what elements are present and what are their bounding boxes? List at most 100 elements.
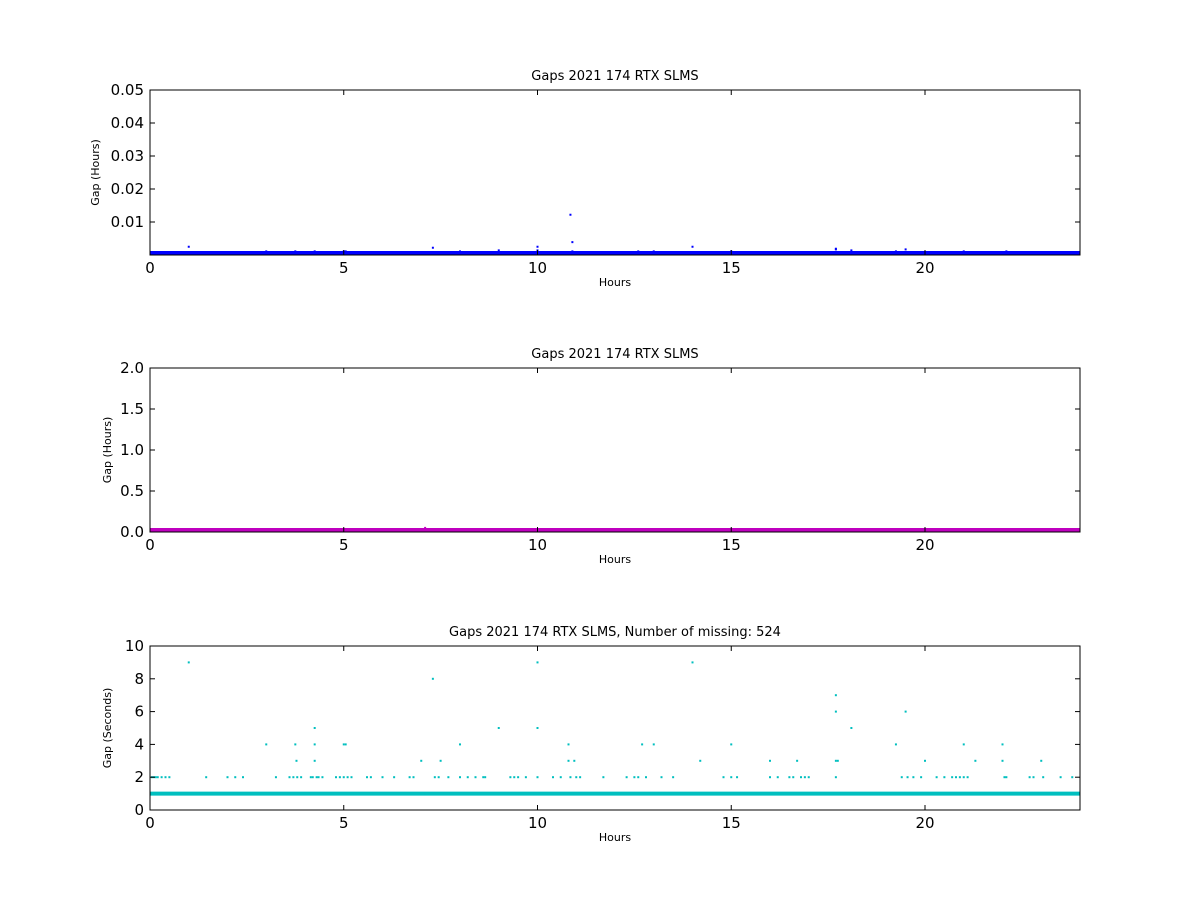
data-point	[1040, 759, 1043, 762]
data-point	[637, 776, 640, 779]
data-point	[962, 743, 965, 746]
data-point	[242, 776, 244, 779]
data-point	[393, 776, 396, 779]
x-axis-label: Hours	[599, 831, 631, 844]
data-point	[958, 776, 961, 779]
data-point	[691, 661, 694, 664]
data-point	[575, 251, 578, 254]
data-point	[894, 250, 897, 253]
data-point	[788, 776, 791, 779]
y-axis-label: Gap (Seconds)	[101, 688, 114, 769]
data-point	[187, 661, 190, 664]
data-point	[420, 251, 423, 254]
data-point	[459, 743, 461, 746]
data-point	[226, 776, 229, 779]
axes-frame	[149, 367, 1081, 533]
data-point	[924, 759, 926, 762]
data-point	[321, 776, 324, 779]
data-point	[447, 776, 450, 779]
data-point	[672, 776, 675, 779]
data-point	[344, 250, 347, 253]
data-point	[459, 776, 461, 779]
data-point	[834, 248, 837, 251]
axes-frame	[149, 89, 1081, 256]
x-axis-label: Hours	[599, 276, 631, 289]
data-point	[637, 250, 640, 253]
data-point	[962, 250, 965, 253]
data-point	[776, 776, 779, 779]
data-point	[769, 776, 771, 779]
data-point	[1032, 776, 1035, 779]
y-tick-label: 4	[134, 735, 144, 753]
data-point	[569, 776, 572, 779]
data-point	[796, 759, 799, 762]
data-point	[168, 776, 171, 779]
x-tick-label: 10	[528, 259, 547, 277]
axes-frame	[149, 645, 1081, 811]
data-point	[513, 776, 516, 779]
data-point	[292, 776, 295, 779]
data-point	[900, 776, 903, 779]
y-tick-label: 0	[134, 801, 144, 819]
data-point	[154, 776, 157, 779]
data-point	[894, 743, 897, 746]
data-point	[294, 250, 297, 253]
data-point	[567, 743, 570, 746]
data-point	[699, 759, 702, 762]
data-point	[296, 776, 299, 779]
data-point	[962, 776, 965, 779]
data-point	[497, 249, 500, 252]
y-tick-label: 0.0	[120, 523, 144, 541]
data-point	[342, 743, 345, 746]
data-point	[834, 710, 837, 713]
data-point	[836, 759, 839, 762]
data-point	[904, 710, 907, 713]
chart-panel-3: Gaps 2021 174 RTX SLMS, Number of missin…	[101, 625, 1081, 844]
data-point	[974, 759, 977, 762]
data-point	[800, 776, 802, 779]
data-point	[536, 776, 539, 779]
data-point	[317, 776, 320, 779]
data-point	[920, 776, 923, 779]
data-point	[484, 776, 487, 779]
x-tick-label: 15	[722, 536, 741, 554]
y-tick-label: 1.0	[120, 441, 144, 459]
data-point	[792, 776, 795, 779]
x-tick-label: 0	[145, 814, 155, 832]
data-point	[187, 245, 190, 248]
data-point	[335, 776, 337, 779]
data-point	[381, 776, 384, 779]
data-point	[567, 759, 570, 762]
data-point	[1001, 743, 1004, 746]
x-tick-label: 0	[145, 259, 155, 277]
data-point	[573, 759, 576, 762]
chart-title: Gaps 2021 174 RTX SLMS, Number of missin…	[449, 625, 781, 640]
data-point	[951, 776, 954, 779]
data-point	[288, 776, 291, 779]
data-point	[730, 743, 733, 746]
data-point	[1040, 251, 1043, 254]
data-point	[552, 776, 554, 779]
data-point	[466, 776, 469, 779]
data-point	[912, 776, 915, 779]
data-point	[904, 248, 907, 251]
data-point	[156, 776, 159, 779]
y-tick-label: 2.0	[120, 359, 144, 377]
data-point	[966, 776, 969, 779]
data-point	[536, 245, 539, 248]
data-point	[424, 526, 427, 529]
data-point	[633, 776, 636, 779]
y-tick-label: 10	[125, 637, 144, 655]
data-point	[850, 249, 853, 252]
y-tick-label: 0.01	[111, 213, 144, 231]
x-tick-label: 5	[339, 259, 349, 277]
data-point	[974, 251, 977, 254]
data-point	[164, 776, 167, 779]
data-point	[265, 743, 268, 746]
data-point	[342, 776, 345, 779]
data-point	[344, 743, 347, 746]
data-point	[509, 776, 512, 779]
data-point	[691, 245, 694, 248]
data-point	[205, 776, 208, 779]
y-tick-label: 0.05	[111, 81, 144, 99]
